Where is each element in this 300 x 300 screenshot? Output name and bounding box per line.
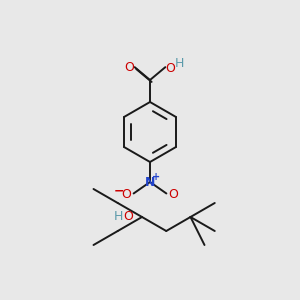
Text: N: N (145, 176, 155, 188)
Text: O: O (123, 209, 133, 223)
Text: H: H (175, 57, 184, 70)
Text: O: O (125, 61, 135, 74)
Text: H: H (113, 209, 123, 223)
Text: O: O (168, 188, 178, 201)
Text: −: − (113, 185, 124, 198)
Text: O: O (165, 61, 175, 75)
Text: +: + (152, 172, 160, 182)
Text: O: O (122, 188, 132, 201)
